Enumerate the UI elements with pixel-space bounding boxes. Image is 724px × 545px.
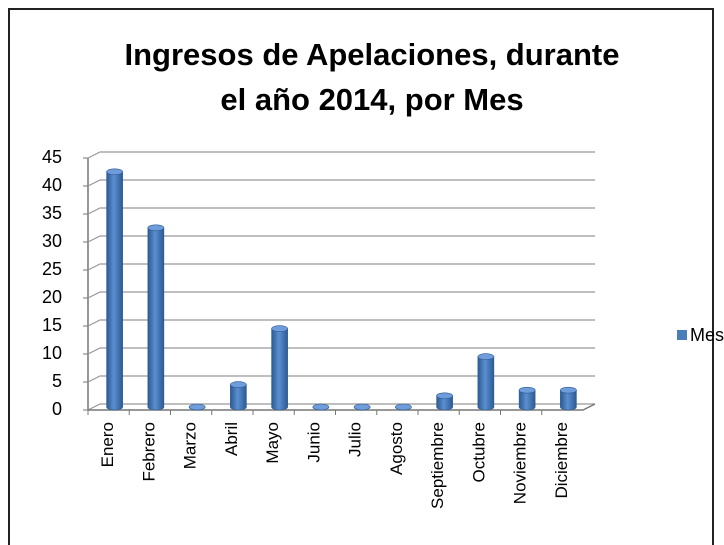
x-tick-label: Diciembre: [552, 422, 571, 499]
y-tick-label: 15: [42, 315, 62, 335]
bar-top: [147, 224, 165, 232]
grid-line: [87, 235, 595, 243]
bar: [560, 389, 577, 411]
legend-label: Mes: [690, 325, 724, 345]
bar-top: [188, 403, 206, 411]
bar: [477, 356, 495, 411]
bar: [147, 227, 165, 411]
chart-frame: [8, 8, 714, 545]
y-tick-label: 0: [52, 399, 62, 419]
grid-line: [87, 207, 595, 215]
grid-line: [87, 179, 595, 187]
y-tick-label: 35: [42, 203, 62, 223]
x-tick-label: Septiembre: [428, 422, 447, 509]
x-tick-label: Agosto: [387, 422, 406, 475]
grid-line: [87, 375, 595, 383]
bar-top: [560, 386, 577, 394]
bar: [436, 395, 453, 411]
legend-swatch: [677, 330, 687, 340]
x-tick-label: Abril: [222, 422, 241, 456]
bar: [106, 171, 123, 411]
y-tick-label: 30: [42, 231, 62, 251]
bar-top: [518, 386, 536, 394]
y-tick-label: 25: [42, 259, 62, 279]
bar-top: [477, 353, 495, 360]
bar-top: [312, 403, 330, 411]
grid-line: [87, 347, 595, 355]
x-tick-label: Julio: [346, 422, 365, 457]
x-tick-label: Octubre: [469, 422, 488, 482]
y-tick-label: 10: [42, 343, 62, 363]
grid-line: [87, 403, 595, 411]
bar-top: [395, 403, 412, 411]
bar-top: [271, 325, 288, 332]
x-tick-label: Febrero: [139, 422, 158, 482]
x-tick-label: Mayo: [263, 422, 282, 464]
bar-top: [230, 381, 247, 388]
grid-line: [87, 151, 595, 159]
chart-title: Ingresos de Apelaciones, durante el año …: [124, 37, 620, 117]
bar: [518, 389, 536, 411]
grid-line: [87, 291, 595, 299]
y-tick-label: 5: [52, 371, 62, 391]
bar-top: [353, 403, 371, 411]
bar-top: [436, 392, 453, 400]
x-tick-label: Marzo: [181, 422, 200, 469]
grid-line: [87, 319, 595, 327]
x-tick-label: Enero: [98, 422, 117, 467]
bar: [271, 328, 288, 411]
bar: [230, 384, 247, 411]
x-tick-label: Noviembre: [511, 422, 530, 504]
x-tick-label: Junio: [304, 422, 323, 463]
bar-top: [106, 168, 123, 176]
grid-line: [87, 263, 595, 271]
y-tick-label: 40: [42, 175, 62, 195]
y-tick-label: 20: [42, 287, 62, 307]
y-tick-label: 45: [42, 147, 62, 167]
